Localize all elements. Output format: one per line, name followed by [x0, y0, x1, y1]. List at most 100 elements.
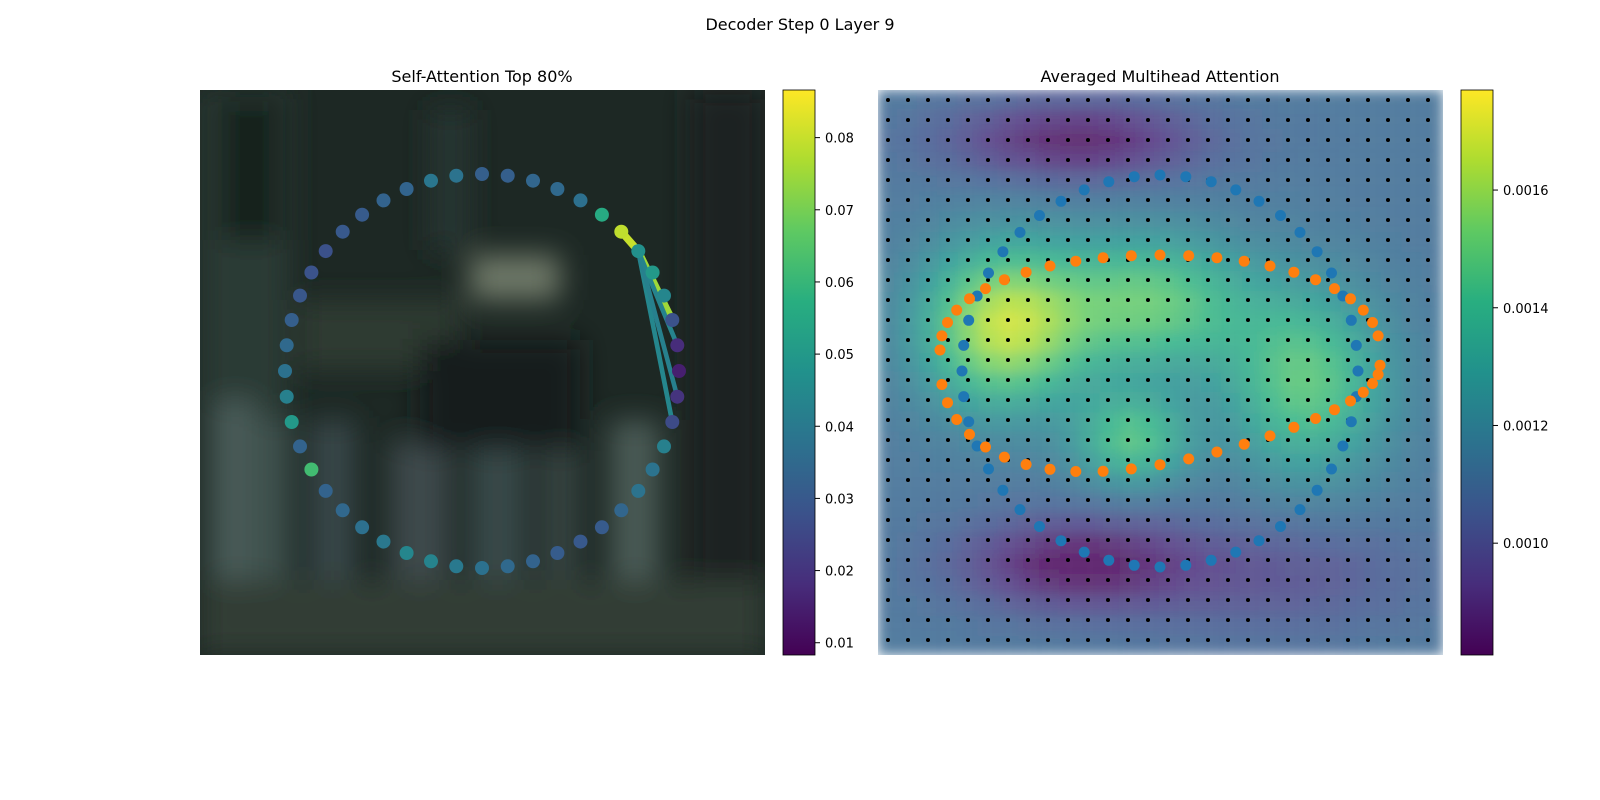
grid-point — [1126, 378, 1130, 382]
grid-point — [1146, 378, 1150, 382]
heatmap-cell — [1119, 90, 1141, 111]
series-point — [1357, 304, 1369, 316]
grid-point — [1106, 158, 1110, 162]
heatmap-cell — [1139, 129, 1161, 152]
heatmap-cell — [878, 533, 899, 555]
grid-point — [1186, 118, 1190, 122]
heatmap-cell — [1402, 291, 1424, 313]
heatmap-cell — [1422, 573, 1443, 595]
heatmap-cell — [1160, 472, 1182, 495]
heatmap-cell — [1321, 472, 1343, 495]
grid-point — [1366, 118, 1370, 122]
grid-point — [1426, 518, 1430, 522]
grid-point — [1126, 478, 1130, 482]
heatmap-cell — [897, 452, 919, 474]
heatmap-cell — [1281, 573, 1303, 595]
grid-point — [1066, 238, 1070, 242]
heatmap-cell — [1200, 150, 1222, 172]
grid-point — [906, 338, 910, 342]
series-point — [983, 463, 994, 475]
grid-point — [1046, 118, 1050, 122]
grid-point — [1326, 398, 1330, 402]
grid-point — [1386, 218, 1390, 222]
heatmap-cell — [1018, 372, 1040, 394]
heatmap-cell — [1422, 493, 1443, 515]
grid-point — [1206, 318, 1210, 322]
heatmap-cell — [1402, 392, 1424, 414]
grid-point — [1346, 578, 1350, 582]
series-point — [1183, 250, 1195, 262]
grid-point — [1166, 418, 1170, 422]
grid-point — [1186, 158, 1190, 162]
heatmap-cell — [1038, 432, 1061, 454]
colorbar-tick-label: 0.0010 — [1503, 537, 1549, 552]
heatmap-cell — [1240, 271, 1262, 293]
heatmap-cell — [1119, 351, 1141, 373]
multihead-attention-title: Averaged Multihead Attention — [1041, 67, 1280, 86]
grid-point — [1066, 578, 1070, 582]
grid-point — [1146, 458, 1150, 462]
grid-point — [1266, 418, 1270, 422]
heatmap-cell — [1422, 90, 1443, 111]
grid-point — [1066, 558, 1070, 562]
heatmap-cell — [1180, 594, 1202, 616]
grid-point — [1386, 518, 1390, 522]
grid-point — [1146, 98, 1150, 102]
grid-point — [1146, 498, 1150, 502]
grid-point — [1206, 298, 1210, 302]
grid-point — [1126, 558, 1130, 562]
heatmap-cell — [1079, 573, 1101, 595]
grid-point — [1386, 398, 1390, 402]
heatmap-cell — [1382, 493, 1404, 515]
heatmap-cell — [1079, 634, 1101, 655]
heatmap-cell — [1361, 392, 1383, 414]
heatmap-cell — [1119, 412, 1141, 434]
heatmap-cell — [1180, 311, 1202, 333]
heatmap-cell — [1038, 271, 1061, 293]
grid-point — [1206, 278, 1210, 282]
grid-point — [1206, 358, 1210, 362]
heatmap-cell — [1038, 493, 1061, 515]
heatmap-cell — [998, 351, 1020, 373]
heatmap-cell — [978, 614, 1000, 636]
series-point — [1154, 561, 1166, 573]
grid-point — [1346, 238, 1350, 242]
grid-point — [1166, 598, 1170, 602]
grid-point — [1226, 358, 1230, 362]
attention-point — [399, 546, 414, 560]
heatmap-cell — [878, 432, 899, 454]
grid-point — [1206, 258, 1210, 262]
grid-point — [1046, 138, 1050, 142]
grid-point — [1366, 438, 1370, 442]
heatmap-cell — [1180, 109, 1202, 131]
series-point — [1310, 274, 1322, 286]
heatmap-cell — [1321, 513, 1343, 535]
grid-point — [1306, 538, 1310, 542]
grid-point — [1306, 238, 1310, 242]
heatmap-cell — [1038, 372, 1061, 394]
grid-point — [946, 618, 950, 622]
heatmap-cell — [1099, 190, 1121, 212]
heatmap-cell — [1220, 210, 1242, 232]
grid-point — [1106, 378, 1110, 382]
heatmap-cell — [1321, 412, 1343, 434]
grid-point — [886, 378, 890, 382]
grid-point — [1426, 238, 1430, 242]
heatmap-cell — [1139, 331, 1161, 353]
heatmap-cell — [1341, 150, 1363, 172]
grid-point — [1346, 158, 1350, 162]
heatmap-cell — [1321, 170, 1343, 192]
series-orange-points — [934, 249, 1386, 477]
series-point — [963, 314, 975, 326]
grid-point — [1326, 498, 1330, 502]
grid-point — [986, 598, 990, 602]
grid-point — [1166, 218, 1170, 222]
grid-point — [1286, 578, 1290, 582]
grid-point — [926, 178, 930, 182]
heatmap-cell — [1382, 392, 1404, 414]
heatmap-cell — [1119, 513, 1141, 535]
heatmap-cell — [1281, 170, 1303, 192]
heatmap-cell — [938, 351, 960, 373]
heatmap-cell — [1301, 291, 1323, 313]
heatmap-cell — [917, 614, 940, 636]
